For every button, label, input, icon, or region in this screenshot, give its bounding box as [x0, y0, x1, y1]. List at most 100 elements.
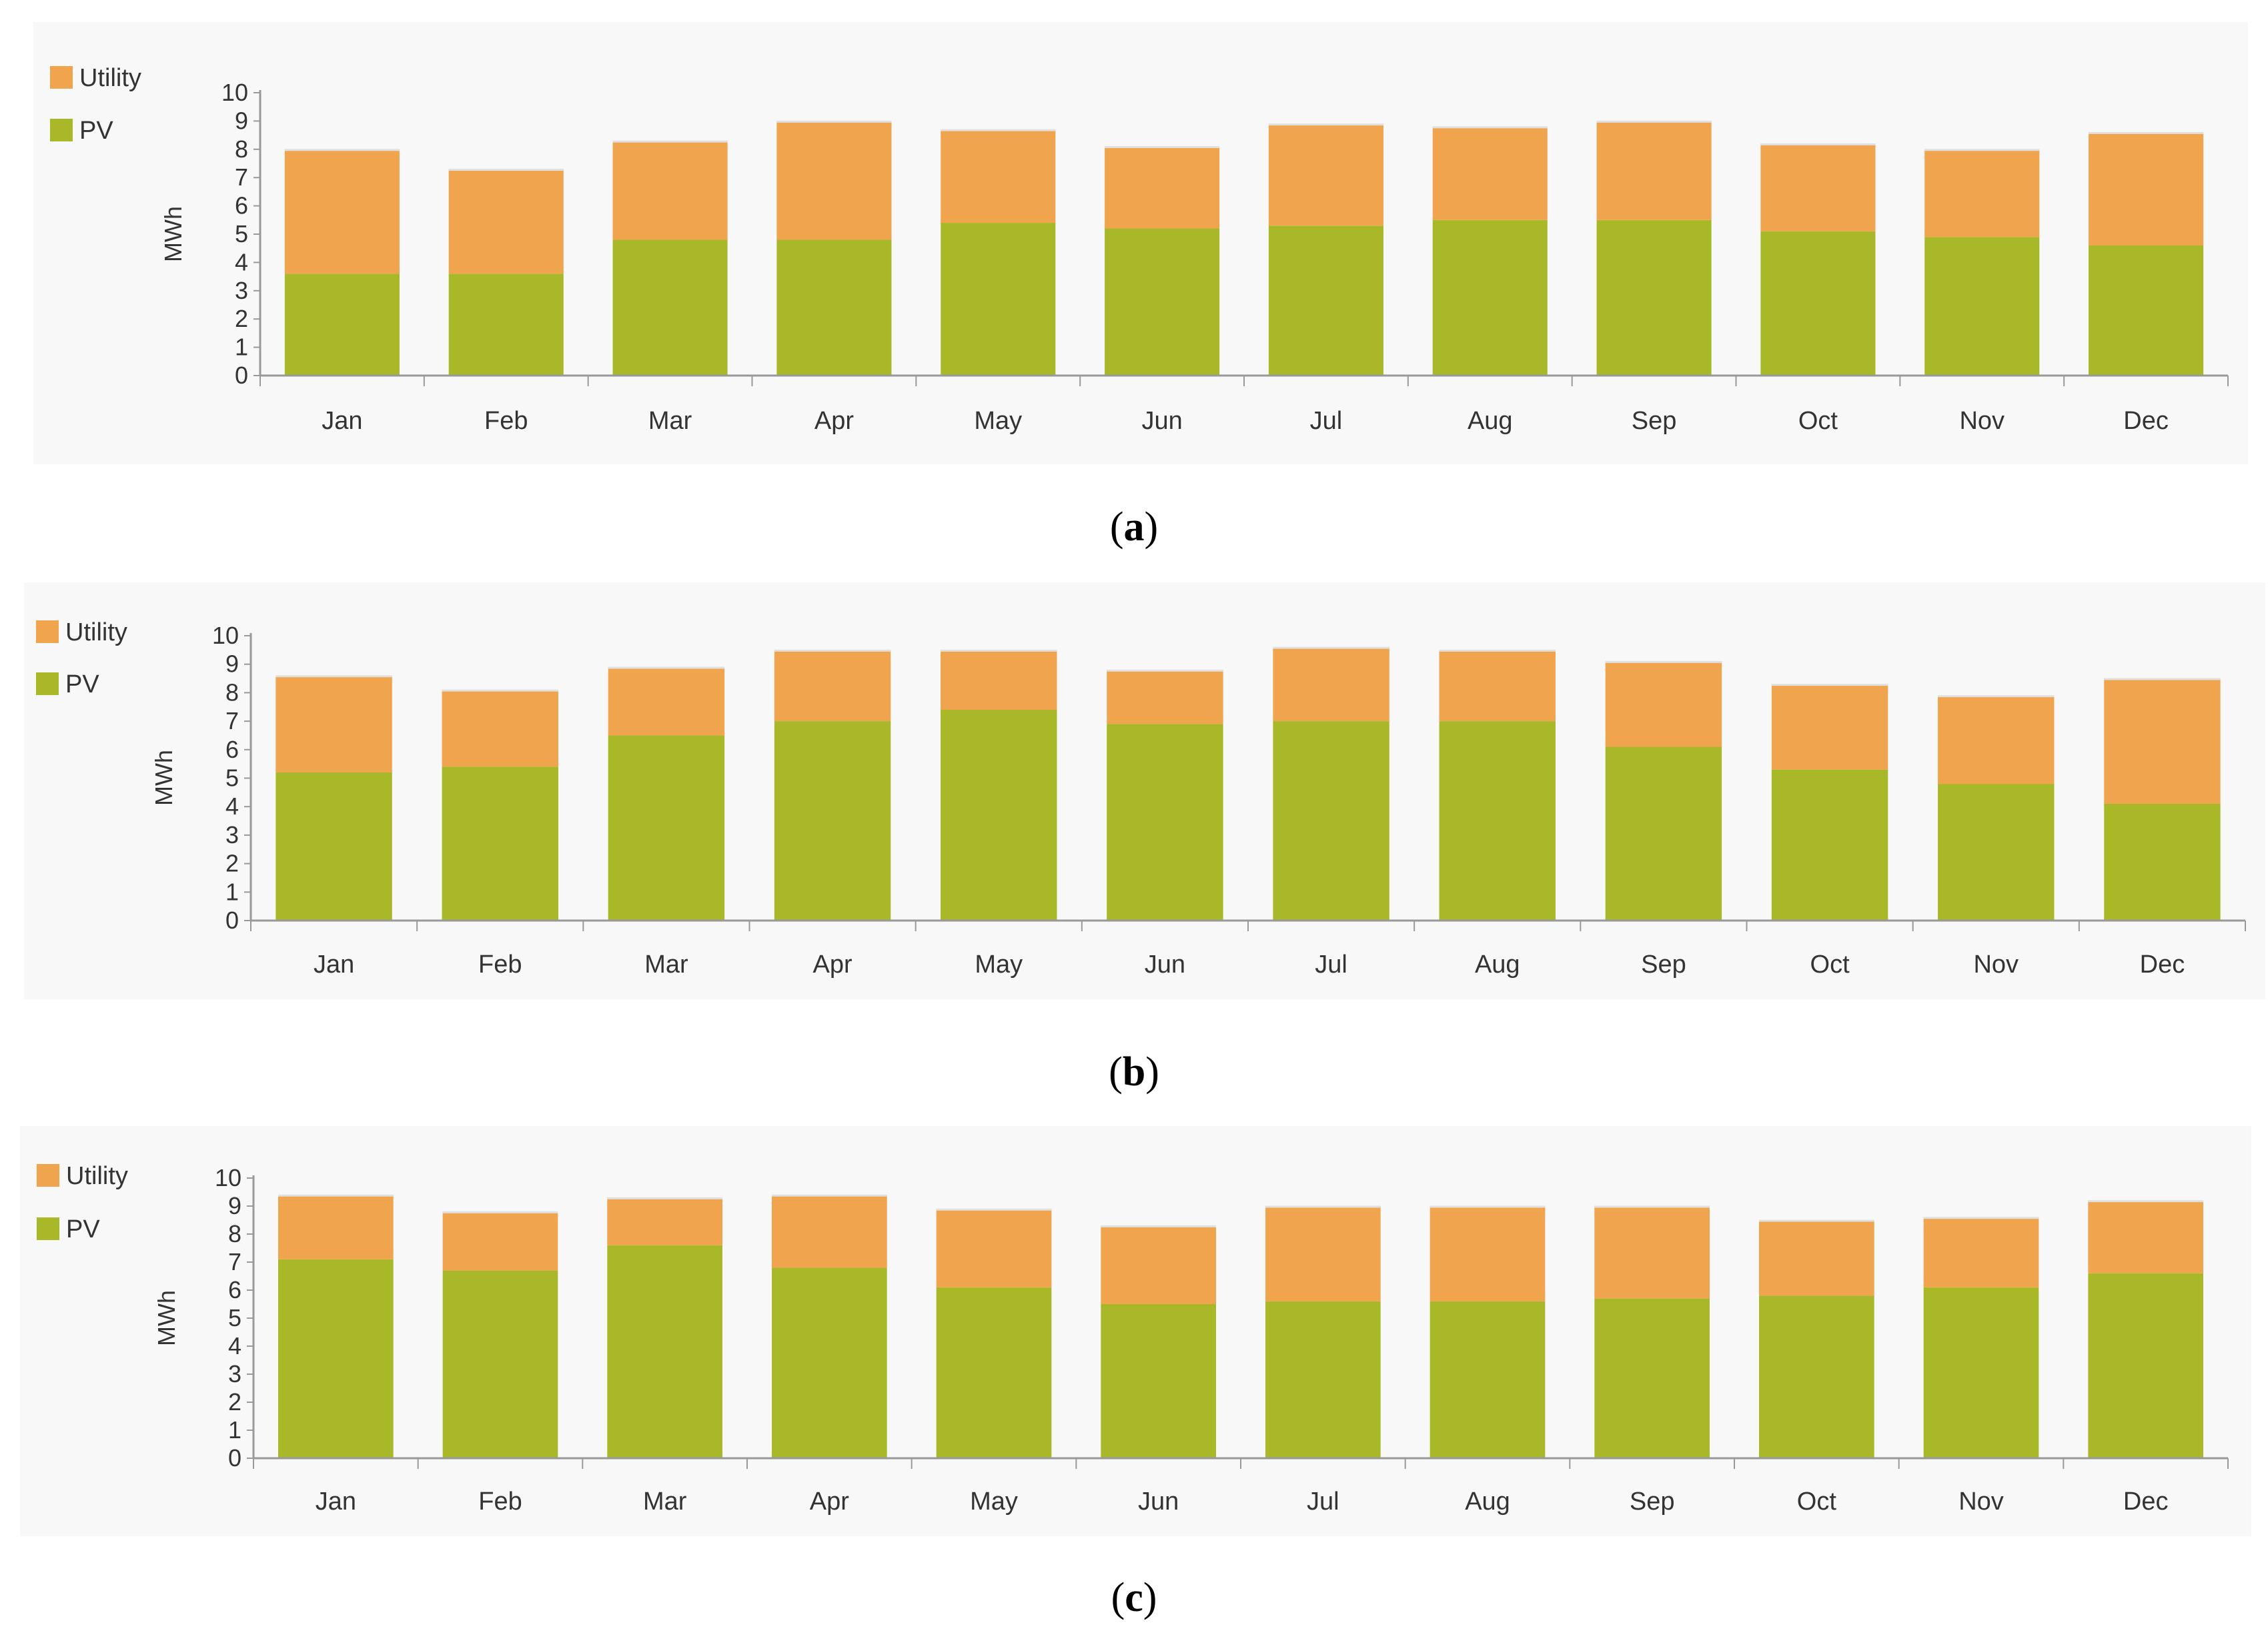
bar-utility-may: [936, 1209, 1052, 1287]
x-tick-label-dec: Dec: [2140, 951, 2185, 979]
y-tick-label: 2: [228, 1388, 241, 1416]
bar-pv-feb: [442, 766, 558, 921]
bar-utility-jan: [284, 149, 400, 274]
bar-pv-feb: [448, 274, 564, 376]
chart-panel-a: Utility PV MWh 0 1 2 3 4 5 6 7 8 9 10 Jan Feb Mar Apr May J…: [33, 22, 2248, 464]
x-tick-label-may: May: [974, 407, 1022, 435]
bar-pv-aug: [1439, 721, 1556, 921]
y-tick-label: 1: [228, 1416, 241, 1444]
x-tick-label-apr: Apr: [813, 951, 853, 979]
bar-utility-dec: [2089, 132, 2204, 245]
y-tick-label: 4: [228, 1332, 241, 1359]
bar-utility-nov: [1938, 695, 2055, 784]
y-tick-label: 2: [235, 305, 248, 332]
bar-utility-jun: [1101, 1225, 1216, 1304]
bar-pv-nov: [1924, 237, 2040, 376]
x-tick-label-jan: Jan: [314, 951, 354, 979]
x-tick-label-feb: Feb: [478, 951, 522, 979]
y-tick-label: 8: [225, 678, 239, 706]
x-tick-label-aug: Aug: [1475, 951, 1520, 979]
x-tick-label-mar: Mar: [644, 951, 688, 979]
x-tick-label-dec: Dec: [2123, 407, 2169, 435]
x-tick-label-aug: Aug: [1468, 407, 1513, 435]
y-tick-label: 9: [225, 650, 239, 678]
y-tick-label: 8: [235, 135, 248, 163]
x-tick-label-jan: Jan: [316, 1488, 356, 1516]
bar-utility-jun: [1105, 146, 1220, 229]
y-tick-label: 4: [235, 248, 248, 276]
y-tick-label: 3: [225, 821, 239, 849]
x-tick-label-mar: Mar: [643, 1488, 687, 1516]
bar-pv-jul: [1265, 1301, 1381, 1458]
y-tick-label: 10: [221, 79, 248, 106]
bar-pv-may: [941, 710, 1057, 921]
bar-utility-feb: [442, 1211, 558, 1271]
bar-utility-jan: [278, 1195, 394, 1259]
y-axis-label: MWh: [159, 206, 187, 262]
x-tick-label-mar: Mar: [648, 407, 692, 435]
y-tick-label: 8: [228, 1220, 241, 1247]
legend-label-utility: Utility: [65, 618, 127, 646]
x-tick-label-jan: Jan: [322, 407, 362, 435]
legend-label-utility: Utility: [66, 1162, 128, 1190]
bar-pv-nov: [1923, 1287, 2039, 1458]
chart-panel-b: Utility PV MWh 0 1 2 3 4 5 6 7 8 9 10 Jan Feb Mar Apr May J…: [24, 582, 2265, 999]
legend-label-pv: PV: [66, 1215, 100, 1243]
bar-pv-may: [941, 223, 1056, 376]
bar-utility-apr: [774, 650, 891, 722]
chart-panel-c: Utility PV MWh 0 1 2 3 4 5 6 7 8 9 10 Jan Feb Mar Apr May J…: [20, 1126, 2251, 1536]
bar-utility-sep: [1605, 661, 1722, 747]
bar-utility-may: [941, 650, 1057, 710]
caption-b-letter: b: [1122, 1049, 1146, 1095]
x-tick-label-aug: Aug: [1465, 1488, 1510, 1516]
y-tick-label: 9: [228, 1192, 241, 1219]
x-tick-label-nov: Nov: [1958, 1488, 2004, 1516]
legend-swatch-pv: [36, 672, 59, 695]
caption-c: (c): [1111, 1575, 1157, 1620]
bar-utility-sep: [1596, 121, 1712, 220]
y-axis-label: MWh: [150, 750, 177, 806]
y-tick-label: 0: [228, 1444, 241, 1472]
x-tick-label-jun: Jun: [1138, 1488, 1179, 1516]
bar-utility-feb: [448, 169, 564, 274]
y-tick-label: 9: [235, 107, 248, 134]
bar-pv-aug: [1430, 1301, 1546, 1458]
bar-utility-nov: [1923, 1217, 2039, 1287]
legend-swatch-utility: [50, 66, 73, 89]
y-tick-label: 2: [225, 850, 239, 877]
legend-swatch-utility: [37, 1164, 59, 1187]
x-tick-label-feb: Feb: [484, 407, 528, 435]
y-tick-label: 10: [215, 1164, 241, 1191]
bar-pv-sep: [1596, 219, 1712, 376]
x-tick-label-feb: Feb: [478, 1488, 522, 1516]
bar-pv-apr: [774, 721, 891, 921]
y-tick-label: 1: [235, 334, 248, 361]
legend-swatch-pv: [50, 119, 73, 141]
x-tick-label-may: May: [975, 951, 1023, 979]
x-tick-label-jul: Jul: [1315, 951, 1347, 979]
x-tick-label-oct: Oct: [1797, 1488, 1837, 1516]
legend-swatch-utility: [36, 620, 59, 643]
x-tick-label-jul: Jul: [1310, 407, 1343, 435]
bar-pv-mar: [607, 1245, 722, 1458]
bar-pv-jan: [284, 274, 400, 376]
legend-label-pv: PV: [79, 117, 113, 145]
y-tick-label: 3: [235, 277, 248, 304]
y-axis-label: MWh: [153, 1290, 180, 1346]
bar-pv-apr: [772, 1267, 887, 1458]
bar-pv-jun: [1105, 228, 1220, 376]
x-tick-label-apr: Apr: [810, 1488, 849, 1516]
bar-utility-oct: [1759, 1220, 1874, 1296]
caption-a-letter: a: [1123, 504, 1145, 550]
bar-utility-jul: [1268, 123, 1383, 226]
y-tick-label: 6: [225, 736, 239, 763]
bar-pv-jan: [275, 772, 392, 921]
bar-pv-sep: [1594, 1298, 1710, 1458]
bar-utility-dec: [2088, 1200, 2203, 1273]
bar-pv-nov: [1938, 784, 2055, 921]
y-tick-label: 10: [212, 622, 239, 649]
bar-pv-apr: [776, 239, 892, 376]
bar-pv-feb: [442, 1270, 558, 1458]
x-tick-label-jun: Jun: [1145, 951, 1185, 979]
bar-utility-oct: [1760, 143, 1876, 231]
